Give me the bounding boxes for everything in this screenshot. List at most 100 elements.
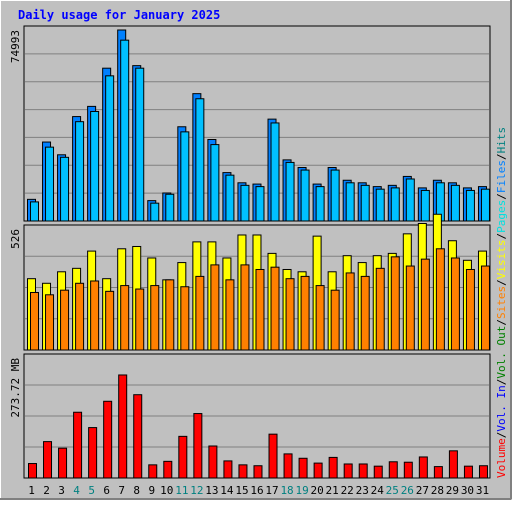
bar-volume-day-11 (178, 435, 188, 479)
bar-volume-day-10 (163, 460, 173, 479)
legend-item-3: / (495, 379, 508, 386)
bar-volume-day-29 (448, 450, 458, 479)
bar-files-day-29 (450, 184, 460, 222)
bar-volume-day-27 (418, 456, 428, 479)
legend-item-5: / (495, 319, 508, 326)
bar-sites-day-4 (75, 282, 85, 351)
legend-item-1: / (495, 432, 508, 439)
panel-sites: 526 (9, 213, 491, 351)
bar-files-day-18 (285, 161, 295, 222)
bar-sites-day-29 (450, 257, 460, 351)
bar-sites-day-16 (255, 268, 265, 351)
bar-files-day-14 (225, 174, 235, 222)
bar-volume-day-23 (358, 463, 368, 479)
bar-volume-day-26 (403, 461, 413, 479)
bar-files-day-5 (90, 110, 100, 222)
bar-volume-day-31 (478, 465, 488, 479)
bar-files-day-16 (255, 186, 265, 222)
x-tick-label-day-30: 30 (461, 484, 474, 497)
bar-volume-day-20 (313, 462, 323, 479)
x-tick-label-day-4: 4 (73, 484, 80, 497)
bar-files-day-20 (315, 186, 325, 222)
legend-item-12: Files (495, 160, 508, 193)
bar-files-day-27 (420, 189, 430, 222)
bar-files-day-2 (45, 146, 55, 222)
y-max-label-volume: 273.72 MB (9, 358, 22, 418)
bar-files-day-6 (105, 75, 115, 222)
bar-files-day-25 (390, 187, 400, 222)
x-tick-label-day-17: 17 (265, 484, 278, 497)
x-tick-label-day-1: 1 (28, 484, 35, 497)
bar-sites-day-14 (225, 279, 235, 351)
bar-volume-day-3 (58, 447, 68, 479)
bar-volume-day-25 (388, 461, 398, 479)
panel-hits: 74993 (9, 25, 491, 222)
bar-volume-day-18 (283, 453, 293, 479)
bar-sites-day-1 (30, 291, 39, 351)
x-tick-label-day-11: 11 (175, 484, 188, 497)
bar-volume-day-15 (238, 464, 248, 479)
x-tick-label-day-15: 15 (235, 484, 248, 497)
bar-files-day-13 (210, 144, 220, 222)
x-tick-label-day-19: 19 (295, 484, 308, 497)
bar-files-day-19 (300, 169, 310, 222)
x-tick-label-day-28: 28 (431, 484, 444, 497)
legend-item-7: / (495, 279, 508, 286)
bar-volume-day-7 (118, 374, 128, 479)
bar-volume-day-13 (208, 445, 218, 479)
x-tick-label-day-10: 10 (160, 484, 173, 497)
bar-files-day-9 (150, 202, 160, 222)
bar-files-day-7 (120, 39, 130, 222)
legend-item-0: Volume (495, 438, 508, 478)
x-tick-label-day-8: 8 (133, 484, 140, 497)
x-tick-label-day-6: 6 (103, 484, 110, 497)
bar-volume-day-30 (463, 465, 473, 479)
bar-sites-day-20 (315, 285, 325, 351)
bar-sites-day-22 (345, 272, 355, 351)
legend-item-11: / (495, 193, 508, 200)
x-tick-label-day-23: 23 (356, 484, 369, 497)
bar-sites-day-7 (120, 285, 130, 351)
bar-files-day-30 (465, 189, 475, 222)
x-tick-label-day-29: 29 (446, 484, 459, 497)
panel-volume: 273.72 MB (9, 353, 491, 479)
x-tick-label-day-21: 21 (326, 484, 339, 497)
bar-volume-day-5 (88, 427, 98, 479)
bar-volume-day-14 (223, 460, 233, 479)
bar-files-day-11 (180, 131, 190, 222)
bar-sites-day-25 (390, 256, 400, 351)
bar-volume-day-8 (133, 394, 143, 479)
x-tick-label-day-22: 22 (341, 484, 354, 497)
bar-sites-day-23 (360, 275, 370, 351)
bar-files-day-4 (75, 121, 85, 222)
y-max-label-hits: 74993 (9, 30, 22, 63)
bar-files-day-3 (60, 156, 70, 222)
bar-files-day-24 (375, 188, 385, 222)
x-axis-labels: 1 2 3 4 5 6 7 8 9 10 11 12 13 14 15 16 17 18 19 20 21 22 23 24 2… (28, 484, 489, 497)
legend-text: Volume/Vol. In/Vol. Out/Sites/Visits/Pag… (495, 127, 508, 478)
bar-files-day-12 (195, 98, 205, 222)
bar-files-day-22 (345, 182, 355, 222)
x-tick-label-day-9: 9 (148, 484, 155, 497)
bar-files-day-31 (480, 188, 490, 222)
legend: Volume/Vol. In/Vol. Out/Sites/Visits/Pag… (495, 127, 508, 478)
bar-volume-day-17 (268, 433, 278, 479)
legend-item-2: Vol. In (495, 385, 508, 431)
x-tick-label-day-18: 18 (280, 484, 293, 497)
bar-sites-day-21 (330, 289, 340, 351)
bar-sites-day-5 (90, 280, 100, 351)
x-tick-label-day-7: 7 (118, 484, 125, 497)
bar-sites-day-30 (465, 268, 475, 351)
x-tick-label-day-20: 20 (311, 484, 324, 497)
legend-item-14: Hits (495, 127, 508, 154)
bar-volume-day-16 (253, 465, 263, 479)
panels-layer: 74993 526 273.72 MB (9, 25, 491, 479)
bar-volume-day-28 (433, 466, 443, 479)
bar-sites-day-2 (45, 294, 55, 351)
bar-sites-day-10 (165, 279, 175, 351)
bar-files-day-10 (165, 193, 175, 222)
bar-volume-day-4 (73, 411, 83, 479)
bar-files-day-17 (270, 122, 280, 222)
